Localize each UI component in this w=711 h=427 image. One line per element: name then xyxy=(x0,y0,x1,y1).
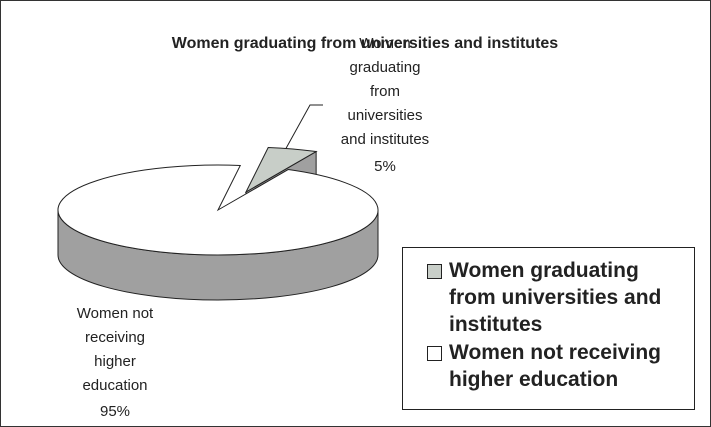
pie-slice xyxy=(244,146,318,194)
legend-label: Women not receiving higher education xyxy=(449,341,661,391)
legend: Women graduating from universities and i… xyxy=(402,247,695,410)
leader-line xyxy=(283,104,323,153)
pie-slice xyxy=(57,164,379,256)
data-label-value: 5% xyxy=(374,158,396,175)
legend-swatch xyxy=(427,264,442,279)
legend-swatch xyxy=(427,346,442,361)
chart-title: Women graduating from universities and i… xyxy=(172,35,559,52)
legend-label: Women graduating from universities and i… xyxy=(449,259,662,336)
data-label-name: Women not receiving higher education xyxy=(76,305,154,394)
data-label-value: 95% xyxy=(99,403,131,420)
data-label-name: Women graduating from universities and i… xyxy=(340,35,430,148)
